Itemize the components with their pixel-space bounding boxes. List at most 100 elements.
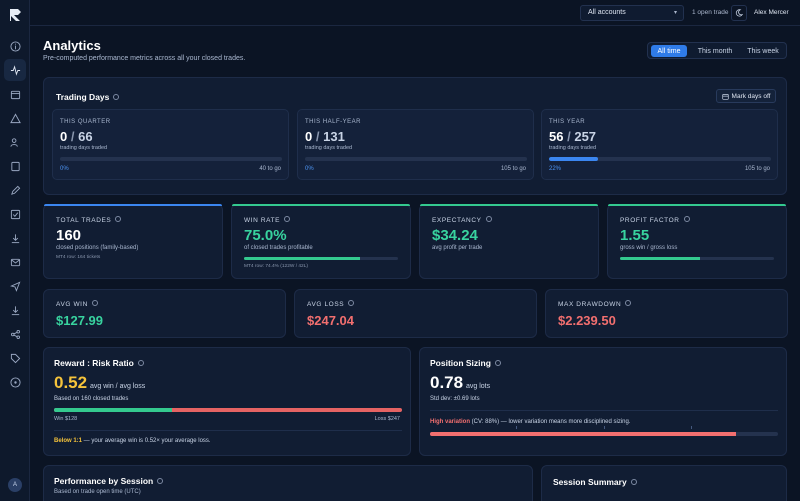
td-progress-bar: [305, 157, 527, 161]
td-card-sub: trading days traded: [549, 145, 597, 151]
win-label: Win $128: [54, 416, 78, 422]
calendar-icon[interactable]: [8, 87, 22, 101]
stat-card-avg-win: AVG WIN $127.99: [43, 289, 286, 338]
page-subtitle: Pre-computed performance metrics across …: [43, 55, 246, 62]
stat-card-expectancy: EXPECTANCY $34.24 avg profit per trade: [419, 204, 599, 279]
stat-label: AVG LOSS: [307, 300, 355, 308]
info-icon[interactable]: [284, 216, 291, 223]
trading-days-title: Trading Days: [56, 92, 120, 102]
tab-this-month[interactable]: This month: [697, 47, 733, 55]
stat-value: 160: [56, 227, 82, 244]
reward-risk-sub: Based on 160 closed trades: [54, 396, 129, 402]
stat-label: PROFIT FACTOR: [620, 216, 690, 224]
scale-tick: [516, 426, 517, 429]
pen-icon[interactable]: [8, 183, 22, 197]
tag-icon[interactable]: [8, 351, 22, 365]
info-icon[interactable]: [683, 216, 690, 223]
mark-days-off-label: Mark days off: [731, 92, 771, 100]
scale-tick: [691, 426, 692, 429]
info-icon[interactable]: [485, 216, 492, 223]
reward-risk-panel: Reward : Risk Ratio 0.52 avg win / avg l…: [43, 347, 411, 456]
calendar-icon: [721, 93, 729, 100]
td-card-label: THIS YEAR: [549, 119, 586, 125]
theme-toggle-button[interactable]: [731, 5, 747, 21]
activity-icon[interactable]: [8, 63, 22, 77]
stat-card-win-rate: WIN RATE 75.0% of closed trades profitab…: [231, 204, 411, 279]
td-card-percent: 0%: [60, 166, 69, 172]
reward-risk-bar: [54, 408, 402, 412]
stat-label: EXPECTANCY: [432, 216, 492, 224]
info-icon[interactable]: [157, 477, 164, 484]
download-icon[interactable]: [8, 231, 22, 245]
info-icon[interactable]: [115, 216, 122, 223]
users-icon[interactable]: [8, 135, 22, 149]
td-card-sub: trading days traded: [60, 145, 108, 151]
mail-icon[interactable]: [8, 255, 22, 269]
stat-sub: closed positions (family-based): [56, 245, 139, 251]
trading-days-card-half-year: THIS HALF-YEAR 0 / 131 trading days trad…: [297, 109, 534, 180]
reward-risk-note: Below 1:1 — your average win is 0.52× yo…: [54, 438, 211, 444]
chevron-down-icon: ▾: [673, 10, 677, 16]
position-sizing-title: Position Sizing: [430, 358, 501, 368]
page-title: Analytics: [43, 38, 101, 53]
divider: [54, 430, 402, 431]
send-icon[interactable]: [8, 279, 22, 293]
session-summary-title: Session Summary: [553, 477, 637, 487]
info-icon[interactable]: [137, 359, 144, 366]
avatar[interactable]: A: [8, 478, 22, 492]
info-icon[interactable]: [113, 93, 120, 100]
stat-label: TOTAL TRADES: [56, 216, 122, 224]
info-icon[interactable]: [91, 300, 98, 307]
info-icon[interactable]: [494, 359, 501, 366]
stat-value: 75.0%: [244, 227, 287, 244]
tab-this-week[interactable]: This week: [747, 47, 779, 55]
check-square-icon[interactable]: [8, 207, 22, 221]
mark-days-off-button[interactable]: Mark days off: [716, 89, 776, 103]
download-icon[interactable]: [8, 303, 22, 317]
share-icon[interactable]: [8, 327, 22, 341]
td-card-togo: 105 to go: [744, 166, 770, 172]
td-card-togo: 40 to go: [259, 166, 281, 172]
info-icon[interactable]: [8, 39, 22, 53]
session-summary-panel: Session Summary: [541, 465, 787, 501]
td-card-label: THIS QUARTER: [60, 119, 111, 125]
user-name[interactable]: Alex Mercer: [754, 9, 789, 16]
stat-card-total-trades: TOTAL TRADES 160 closed positions (famil…: [43, 204, 223, 279]
stat-value: $34.24: [432, 227, 478, 244]
stat-card-profit-factor: PROFIT FACTOR 1.55 gross win / gross los…: [607, 204, 787, 279]
stat-value: $2.239.50: [558, 313, 616, 328]
open-trade-count[interactable]: 1 open trade: [692, 9, 729, 16]
scale-tick: [604, 426, 605, 429]
td-card-value: 0 / 66: [60, 129, 93, 144]
reward-risk-value: 0.52: [54, 373, 88, 392]
reward-risk-title: Reward : Risk Ratio: [54, 358, 144, 368]
td-progress-bar: [549, 157, 771, 161]
sidebar: A: [0, 0, 30, 501]
info-icon[interactable]: [625, 300, 632, 307]
stat-label: WIN RATE: [244, 216, 291, 224]
tab-all-time[interactable]: All time: [651, 45, 687, 57]
stat-value: 1.55: [620, 227, 650, 244]
alert-triangle-icon[interactable]: [8, 111, 22, 125]
help-icon[interactable]: [8, 375, 22, 389]
logo-icon[interactable]: [8, 8, 22, 22]
td-card-value: 56 / 257: [549, 129, 597, 144]
stat-value: $127.99: [56, 313, 103, 328]
position-sizing-sub: Std dev: ±0.69 lots: [430, 396, 480, 402]
book-icon[interactable]: [8, 159, 22, 173]
trading-days-card-year: THIS YEAR 56 / 257 trading days traded 2…: [541, 109, 778, 180]
info-icon[interactable]: [348, 300, 355, 307]
loss-label: Loss $247: [374, 416, 400, 422]
info-icon[interactable]: [630, 478, 637, 485]
position-sizing-unit: avg lots: [466, 383, 491, 390]
stat-sub-detail: MT4 row: 164 tickets: [56, 255, 101, 260]
position-sizing-value: 0.78: [430, 373, 464, 392]
stat-sub: gross win / gross loss: [620, 245, 678, 251]
account-select-value: All accounts: [588, 9, 626, 16]
session-performance-sub: Based on trade open time (UTC): [54, 489, 141, 495]
td-card-label: THIS HALF-YEAR: [305, 119, 362, 125]
trading-days-card-quarter: THIS QUARTER 0 / 66 trading days traded …: [52, 109, 289, 180]
position-sizing-panel: Position Sizing 0.78 avg lots Std dev: ±…: [419, 347, 787, 456]
account-select[interactable]: All accounts ▾: [580, 5, 684, 21]
win-rate-bar: [244, 257, 398, 260]
